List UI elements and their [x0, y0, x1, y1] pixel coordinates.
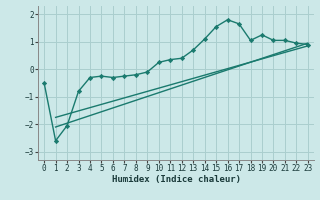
X-axis label: Humidex (Indice chaleur): Humidex (Indice chaleur) [111, 175, 241, 184]
